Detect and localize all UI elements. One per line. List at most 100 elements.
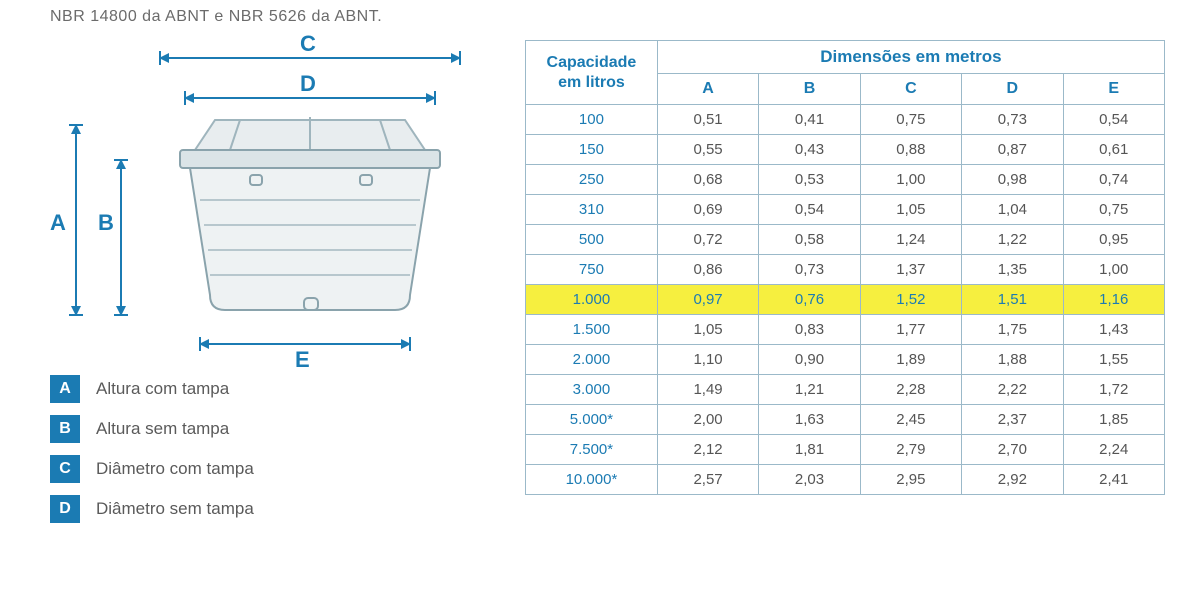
th-col-d: D xyxy=(962,74,1063,105)
table-row: 2500,680,531,000,980,74 xyxy=(526,165,1165,195)
cell-capacity: 7.500* xyxy=(526,435,658,465)
cell-value: 0,54 xyxy=(759,195,860,225)
cell-value: 0,76 xyxy=(759,285,860,315)
table-row: 2.0001,100,901,891,881,55 xyxy=(526,345,1165,375)
dim-arrow-b xyxy=(120,160,122,315)
cell-value: 0,73 xyxy=(759,255,860,285)
cell-value: 1,49 xyxy=(657,375,758,405)
table-row: 7.500*2,121,812,792,702,24 xyxy=(526,435,1165,465)
left-panel: C D A B E xyxy=(40,45,480,535)
legend-row: A Altura com tampa xyxy=(50,375,480,403)
cell-value: 1,43 xyxy=(1063,315,1164,345)
cell-value: 0,86 xyxy=(657,255,758,285)
cell-value: 0,74 xyxy=(1063,165,1164,195)
dim-label-d: D xyxy=(300,71,316,97)
dim-label-c: C xyxy=(300,31,316,57)
table-row: 1.0000,970,761,521,511,16 xyxy=(526,285,1165,315)
cell-value: 2,92 xyxy=(962,465,1063,495)
th-col-c: C xyxy=(860,74,961,105)
cell-value: 1,00 xyxy=(860,165,961,195)
cell-value: 0,41 xyxy=(759,105,860,135)
cell-value: 1,21 xyxy=(759,375,860,405)
th-capacity: Capacidade em litros xyxy=(526,41,658,105)
cell-value: 1,22 xyxy=(962,225,1063,255)
cell-capacity: 3.000 xyxy=(526,375,658,405)
legend-text-d: Diâmetro sem tampa xyxy=(96,499,254,519)
cell-capacity: 250 xyxy=(526,165,658,195)
cell-value: 1,04 xyxy=(962,195,1063,225)
legend: A Altura com tampa B Altura sem tampa C … xyxy=(50,375,480,523)
legend-badge-d: D xyxy=(50,495,80,523)
cell-capacity: 500 xyxy=(526,225,658,255)
cell-value: 0,53 xyxy=(759,165,860,195)
table-row: 5.000*2,001,632,452,371,85 xyxy=(526,405,1165,435)
cell-capacity: 5.000* xyxy=(526,405,658,435)
cell-value: 2,28 xyxy=(860,375,961,405)
cell-capacity: 310 xyxy=(526,195,658,225)
legend-row: B Altura sem tampa xyxy=(50,415,480,443)
cell-value: 0,83 xyxy=(759,315,860,345)
cell-value: 0,87 xyxy=(962,135,1063,165)
cell-value: 2,45 xyxy=(860,405,961,435)
legend-row: D Diâmetro sem tampa xyxy=(50,495,480,523)
cell-value: 0,68 xyxy=(657,165,758,195)
cell-value: 0,73 xyxy=(962,105,1063,135)
cell-value: 0,88 xyxy=(860,135,961,165)
cell-value: 0,58 xyxy=(759,225,860,255)
cell-value: 2,24 xyxy=(1063,435,1164,465)
dim-arrow-d xyxy=(185,97,435,99)
cell-capacity: 750 xyxy=(526,255,658,285)
cell-value: 0,69 xyxy=(657,195,758,225)
legend-text-b: Altura sem tampa xyxy=(96,419,229,439)
tank-icon xyxy=(160,105,460,325)
cell-value: 1,05 xyxy=(657,315,758,345)
cell-value: 1,00 xyxy=(1063,255,1164,285)
legend-text-c: Diâmetro com tampa xyxy=(96,459,254,479)
th-dimensions: Dimensões em metros xyxy=(657,41,1164,74)
cell-value: 1,55 xyxy=(1063,345,1164,375)
cell-value: 0,54 xyxy=(1063,105,1164,135)
cell-value: 1,37 xyxy=(860,255,961,285)
dim-label-a: A xyxy=(50,210,66,236)
cell-value: 0,61 xyxy=(1063,135,1164,165)
cell-value: 1,35 xyxy=(962,255,1063,285)
table-row: 1500,550,430,880,870,61 xyxy=(526,135,1165,165)
dimensions-table: Capacidade em litros Dimensões em metros… xyxy=(525,40,1165,495)
cell-value: 0,98 xyxy=(962,165,1063,195)
cell-value: 1,77 xyxy=(860,315,961,345)
cell-capacity: 1.000 xyxy=(526,285,658,315)
cell-capacity: 10.000* xyxy=(526,465,658,495)
cell-capacity: 100 xyxy=(526,105,658,135)
cell-value: 1,85 xyxy=(1063,405,1164,435)
dim-arrow-c xyxy=(160,57,460,59)
legend-badge-b: B xyxy=(50,415,80,443)
cell-value: 1,52 xyxy=(860,285,961,315)
cell-value: 2,79 xyxy=(860,435,961,465)
cell-value: 0,51 xyxy=(657,105,758,135)
header-note: NBR 14800 da ABNT e NBR 5626 da ABNT. xyxy=(50,8,382,26)
cell-value: 0,95 xyxy=(1063,225,1164,255)
cell-value: 0,75 xyxy=(860,105,961,135)
table-body: 1000,510,410,750,730,541500,550,430,880,… xyxy=(526,105,1165,495)
cell-value: 1,75 xyxy=(962,315,1063,345)
dim-arrow-a xyxy=(75,125,77,315)
table-row: 5000,720,581,241,220,95 xyxy=(526,225,1165,255)
cell-value: 1,72 xyxy=(1063,375,1164,405)
cell-value: 1,88 xyxy=(962,345,1063,375)
legend-badge-c: C xyxy=(50,455,80,483)
cell-capacity: 150 xyxy=(526,135,658,165)
cell-value: 1,63 xyxy=(759,405,860,435)
legend-badge-a: A xyxy=(50,375,80,403)
cell-value: 1,10 xyxy=(657,345,758,375)
cell-capacity: 2.000 xyxy=(526,345,658,375)
cell-value: 2,95 xyxy=(860,465,961,495)
dim-arrow-e xyxy=(200,343,410,345)
table-row: 10.000*2,572,032,952,922,41 xyxy=(526,465,1165,495)
dim-label-b: B xyxy=(98,210,114,236)
cell-value: 0,43 xyxy=(759,135,860,165)
table-row: 3100,690,541,051,040,75 xyxy=(526,195,1165,225)
legend-row: C Diâmetro com tampa xyxy=(50,455,480,483)
cell-value: 2,12 xyxy=(657,435,758,465)
th-col-b: B xyxy=(759,74,860,105)
cell-value: 0,75 xyxy=(1063,195,1164,225)
